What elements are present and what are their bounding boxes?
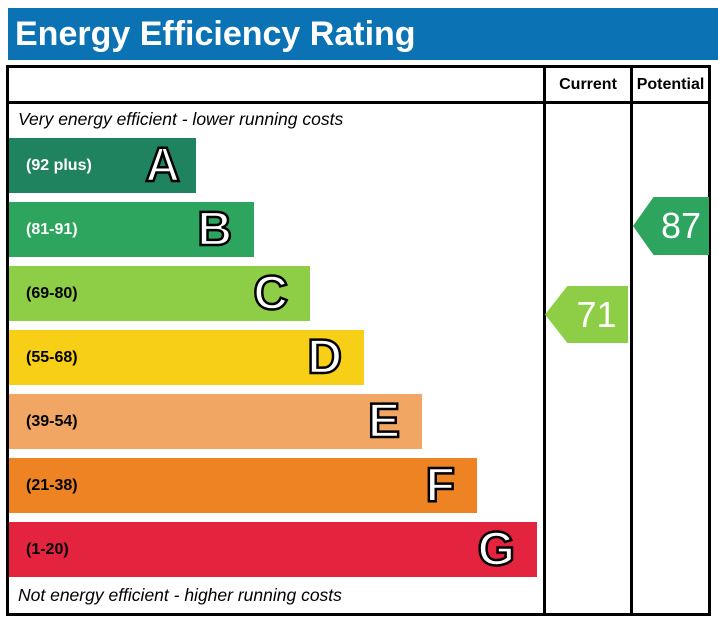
potential-column-header: Potential xyxy=(636,75,705,93)
band-range-label: (55-68) xyxy=(26,349,78,366)
band-letter: E xyxy=(367,394,402,450)
current-rating-value: 71 xyxy=(576,293,617,335)
current-column-header: Current xyxy=(559,75,617,93)
band-range-label: (69-80) xyxy=(26,285,78,302)
band-letter: G xyxy=(476,522,516,578)
title-bar: Energy Efficiency Rating xyxy=(8,8,718,60)
rating-band-B: (81-91) B xyxy=(9,202,254,257)
chart-frame: Current Potential Very energy efficient … xyxy=(6,65,711,616)
band-letter: D xyxy=(306,330,343,386)
band-range-label: (21-38) xyxy=(26,477,78,494)
potential-rating-arrow: 87 xyxy=(633,197,709,255)
potential-column-divider xyxy=(630,68,633,613)
potential-rating-value: 87 xyxy=(660,205,702,246)
top-note: Very energy efficient - lower running co… xyxy=(18,109,344,129)
band-letter: C xyxy=(252,266,289,322)
band-letter: F xyxy=(424,458,456,514)
current-column-divider xyxy=(543,68,546,613)
page-title: Energy Efficiency Rating xyxy=(15,14,416,53)
rating-band-G: (1-20) G xyxy=(9,522,537,577)
band-range-label: (81-91) xyxy=(26,221,78,238)
rating-band-D: (55-68) D xyxy=(9,330,364,385)
band-range-label: (1-20) xyxy=(26,541,69,558)
band-range-label: (39-54) xyxy=(26,413,78,430)
rating-band-A: (92 plus) A xyxy=(9,138,196,193)
band-letter: A xyxy=(144,138,181,194)
band-letter: B xyxy=(196,202,233,258)
rating-band-C: (69-80) C xyxy=(9,266,310,321)
rating-band-F: (21-38) F xyxy=(9,458,477,513)
current-rating-arrow: 71 xyxy=(545,286,628,343)
rating-band-E: (39-54) E xyxy=(9,394,422,449)
header-divider xyxy=(9,101,708,104)
bottom-note: Not energy efficient - higher running co… xyxy=(18,585,342,605)
band-range-label: (92 plus) xyxy=(26,157,92,174)
